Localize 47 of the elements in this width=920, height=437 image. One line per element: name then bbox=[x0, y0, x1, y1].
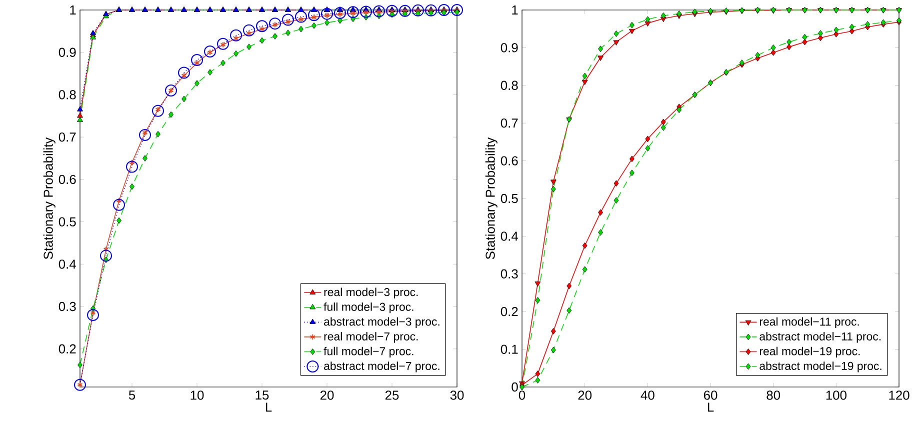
legend-label: real model−3 proc. bbox=[324, 288, 418, 298]
x-tick-label: 15 bbox=[256, 390, 269, 400]
legend-label: abstract model−11 proc. bbox=[760, 332, 881, 343]
y-tick-label: 0.5 bbox=[58, 217, 76, 226]
legend-label: abstract model−19 proc. bbox=[760, 362, 882, 372]
y-tick-label: 0.7 bbox=[58, 132, 76, 142]
y-tick-label: 1 bbox=[512, 6, 518, 14]
legend-label: real model−19 proc. bbox=[760, 346, 860, 358]
y-tick-label: 0.6 bbox=[500, 156, 518, 166]
x-tick-label: 20 bbox=[578, 390, 592, 400]
legend-label: real model−11 proc. bbox=[760, 317, 859, 328]
y-tick-label: 0.9 bbox=[500, 43, 518, 52]
y-tick-label: 0.2 bbox=[500, 307, 518, 316]
y-tick-label: 0.3 bbox=[500, 269, 518, 278]
y-tick-label: 0.3 bbox=[58, 302, 76, 312]
x-axis-title: L bbox=[266, 402, 272, 412]
legend-label: full model−7 proc. bbox=[324, 346, 414, 358]
legend-label: abstract model−7 proc. bbox=[324, 362, 440, 372]
legend-label: abstract model−3 proc. bbox=[324, 317, 440, 328]
legend-label: full model−3 proc. bbox=[324, 302, 414, 314]
x-axis-title: L bbox=[708, 402, 714, 412]
y-tick-label: 0.2 bbox=[58, 344, 76, 354]
x-tick-label: 0 bbox=[518, 390, 526, 400]
x-tick-label: 30 bbox=[450, 390, 464, 400]
y-tick-label: 0.5 bbox=[500, 194, 518, 204]
y-tick-label: 0.1 bbox=[500, 344, 518, 354]
x-tick-label: 60 bbox=[704, 390, 718, 400]
x-tick-label: 20 bbox=[320, 390, 334, 400]
y-tick-label: 0.4 bbox=[500, 232, 518, 241]
y-tick-label: 0.7 bbox=[500, 118, 518, 128]
legend-label: real model−7 proc. bbox=[324, 332, 418, 343]
x-tick-label: 25 bbox=[385, 390, 399, 400]
y-tick-label: 0.8 bbox=[58, 90, 76, 100]
x-tick-label: 120 bbox=[889, 390, 910, 400]
y-tick-label: 0.8 bbox=[500, 80, 518, 90]
x-tick-label: 10 bbox=[190, 390, 204, 400]
x-tick-label: 40 bbox=[640, 390, 654, 400]
y-tick-label: 0.4 bbox=[58, 260, 76, 269]
y-tick-label: 0.9 bbox=[58, 48, 76, 57]
x-tick-label: 5 bbox=[128, 390, 136, 400]
y-axis-title: Stationary Probability bbox=[485, 137, 498, 260]
x-tick-label: 80 bbox=[766, 390, 780, 400]
y-tick-label: 1 bbox=[70, 6, 76, 14]
y-axis-title: Stationary Probability bbox=[43, 137, 56, 260]
x-tick-label: 100 bbox=[826, 390, 846, 400]
y-tick-label: 0.6 bbox=[58, 174, 76, 184]
y-tick-label: 0 bbox=[512, 382, 518, 392]
